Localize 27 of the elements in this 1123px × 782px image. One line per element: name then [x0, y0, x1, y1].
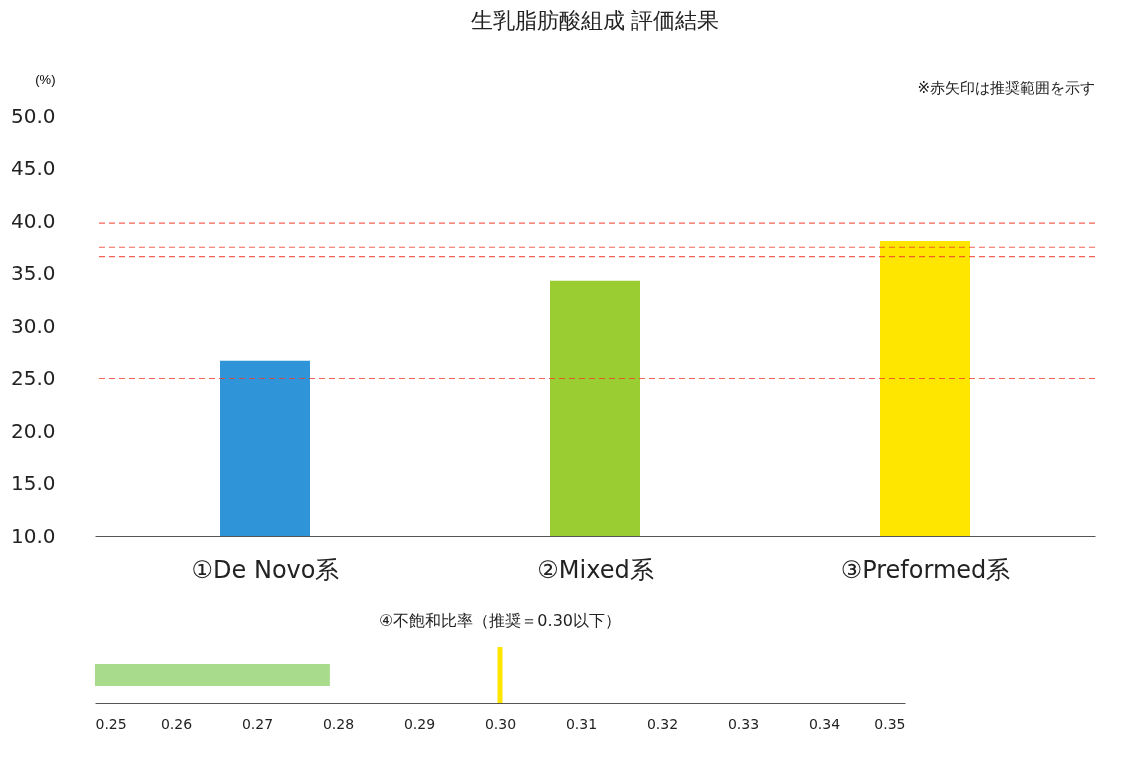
y-tick-label: 45.0 [10, 156, 56, 180]
x-tick-label: 0.31 [565, 715, 598, 732]
x-tick-label: 0.25 [95, 715, 127, 732]
x-tick-label: 0.32 [646, 715, 679, 732]
x-tick-label: 0.30 [484, 715, 517, 732]
y-tick-label: 25.0 [10, 366, 56, 390]
x-tick-label: ③Preformed系 [840, 555, 1011, 584]
x-tick-label: 0.28 [322, 715, 355, 732]
chart-title: 生乳脂肪酸組成 評価結果 [470, 8, 720, 33]
x-tick-label: 0.33 [727, 715, 760, 732]
y-tick-label: 35.0 [10, 261, 56, 285]
y-tick-label: 10.0 [10, 523, 56, 548]
text: ※赤矢印は推奨範囲を示す [917, 79, 1095, 97]
y-tick-label: 50.0 [10, 103, 56, 128]
x-tick-label: 0.34 [808, 715, 841, 732]
x-tick-label: 0.26 [160, 715, 193, 732]
x-tick-label: ②Mixed系 [537, 555, 654, 584]
y-axis-title: (%) [35, 71, 56, 87]
x-tick-label: 0.29 [403, 715, 436, 732]
y-tick-label: 15.0 [10, 471, 56, 495]
chart-title: ④不飽和比率（推奨＝0.30以下） [379, 610, 621, 630]
y-tick-label: 40.0 [10, 208, 56, 233]
x-tick-label: ①De Novo系 [191, 555, 340, 584]
x-tick-label: 0.35 [874, 715, 906, 732]
x-tick-label: 0.27 [241, 715, 274, 732]
y-tick-label: 20.0 [10, 418, 56, 443]
y-tick-label: 30.0 [10, 313, 56, 338]
